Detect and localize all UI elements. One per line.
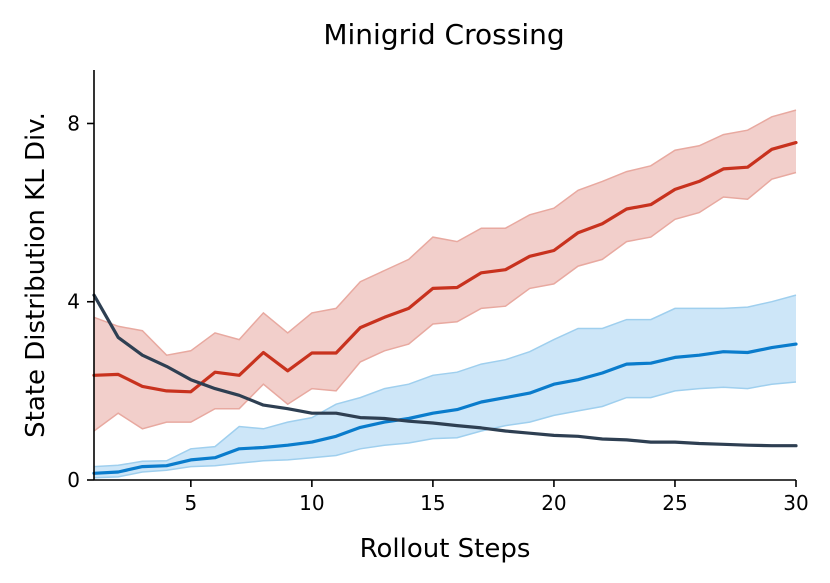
plot-area — [92, 109, 798, 479]
axis-ticks: 5 10 15 20 25 30 0 4 8 — [67, 111, 808, 515]
y-axis-title: State Distribution KL Div. — [21, 112, 51, 438]
y-tick-label: 4 — [67, 290, 80, 314]
chart-title: Minigrid Crossing — [323, 18, 564, 51]
series-red-lower-edge — [93, 171, 797, 432]
series-blue-band — [94, 295, 796, 478]
series-red-upper-edge — [93, 109, 797, 357]
y-tick-label: 0 — [67, 468, 80, 492]
x-tick-label: 5 — [184, 491, 197, 515]
series-blue-line — [92, 342, 798, 475]
series-red-band — [94, 110, 796, 431]
series-dark-line — [92, 293, 798, 448]
x-tick-label: 30 — [783, 491, 808, 515]
series-blue-lower-edge — [93, 381, 797, 479]
x-tick-label: 25 — [662, 491, 687, 515]
x-tick-label: 20 — [541, 491, 566, 515]
series-blue-upper-edge — [93, 294, 797, 468]
x-tick-label: 15 — [420, 491, 445, 515]
y-tick-label: 8 — [67, 111, 80, 135]
series-red-line — [92, 141, 798, 394]
x-tick-label: 10 — [299, 491, 324, 515]
x-axis-title: Rollout Steps — [360, 534, 531, 564]
